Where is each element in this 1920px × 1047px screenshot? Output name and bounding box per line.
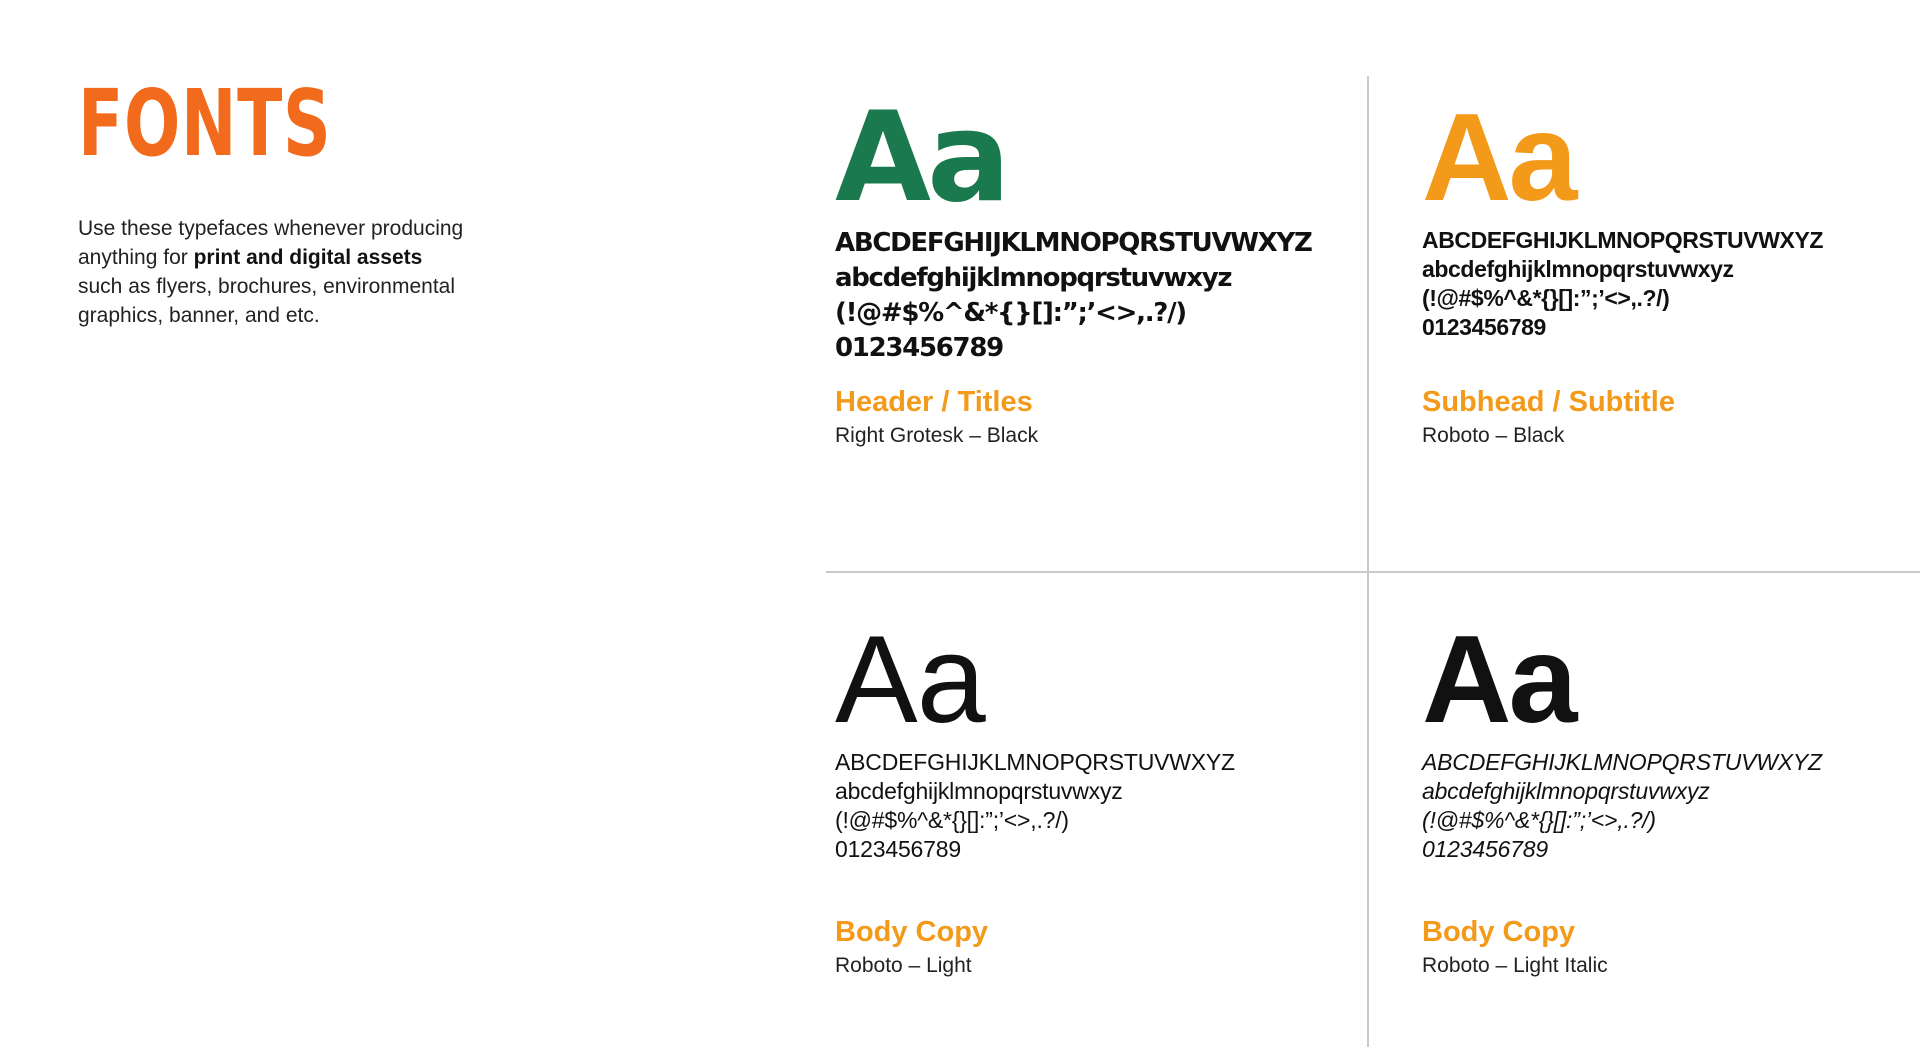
font-panel-body-light: Aa ABCDEFGHIJKLMNOPQRSTUVWXYZ abcdefghij… [835,611,1355,977]
specimen-symbols: (!@#$%^&*{}[]:”;’<>,.?/) [1422,807,1656,833]
intro-line-4: graphics, banner, and etc. [78,304,320,327]
character-specimen: ABCDEFGHIJKLMNOPQRSTUVWXYZ abcdefghijklm… [1422,748,1920,864]
font-panel-body-light-italic: Aa ABCDEFGHIJKLMNOPQRSTUVWXYZ abcdefghij… [1422,611,1920,977]
font-panel-subhead-subtitle: Aa ABCDEFGHIJKLMNOPQRSTUVWXYZ abcdefghij… [1422,89,1920,447]
horizontal-divider [826,571,1920,573]
character-specimen: ABCDEFGHIJKLMNOPQRSTUVWXYZ abcdefghijklm… [835,226,1355,366]
character-specimen: ABCDEFGHIJKLMNOPQRSTUVWXYZ abcdefghijklm… [835,748,1355,864]
specimen-digits: 0123456789 [1422,314,1546,340]
specimen-lowercase: abcdefghijklmnopqrstuvwxyz [835,263,1233,293]
font-role-label: Body Copy [1422,916,1576,948]
font-name-label: Roboto – Black [1422,424,1565,447]
font-sample-aa: Aa [1422,611,1578,749]
specimen-lowercase: abcdefghijklmnopqrstuvwxyz [1422,256,1734,282]
font-name-label: Roboto – Light Italic [1422,954,1608,977]
intro-line-2: anything for [78,246,194,269]
specimen-symbols: (!@#$%^&*{}[]:”;’<>,.?/) [835,807,1069,833]
font-name-label: Right Grotesk – Black [835,424,1039,447]
font-sample-aa: Aa [835,611,986,749]
character-specimen: ABCDEFGHIJKLMNOPQRSTUVWXYZ abcdefghijklm… [1422,226,1920,342]
page-title: FONTS [78,70,332,177]
intro-line-1: Use these typefaces whenever producing [78,217,464,240]
font-name-label: Roboto – Light [835,954,972,977]
font-role-label: Subhead / Subtitle [1422,386,1675,418]
font-panel-header-titles: Aa ABCDEFGHIJKLMNOPQRSTUVWXYZ abcdefghij… [835,86,1355,447]
specimen-lowercase: abcdefghijklmnopqrstuvwxyz [835,778,1123,804]
font-role-label: Header / Titles [835,386,1033,418]
font-sample-aa: Aa [1422,89,1578,227]
specimen-symbols: (!@#$%^&*{}[]:”;’<>,.?/) [835,298,1187,328]
font-sample-aa: Aa [835,86,1011,230]
specimen-lowercase: abcdefghijklmnopqrstuvwxyz [1422,778,1710,804]
specimen-uppercase: ABCDEFGHIJKLMNOPQRSTUVWXYZ [1422,749,1822,775]
intro-text: Use these typefaces whenever producing a… [78,214,498,330]
specimen-uppercase: ABCDEFGHIJKLMNOPQRSTUVWXYZ [1422,227,1824,253]
font-role-label: Body Copy [835,916,989,948]
intro-line-3: such as flyers, brochures, environmental [78,275,456,298]
specimen-symbols: (!@#$%^&*{}[]:”;’<>,.?/) [1422,285,1670,311]
vertical-divider [1367,76,1369,1047]
specimen-digits: 0123456789 [835,333,1004,363]
intro-emphasis: print and digital assets [193,246,423,269]
specimen-uppercase: ABCDEFGHIJKLMNOPQRSTUVWXYZ [835,228,1313,258]
specimen-uppercase: ABCDEFGHIJKLMNOPQRSTUVWXYZ [835,749,1235,775]
specimen-digits: 0123456789 [1422,836,1548,862]
specimen-digits: 0123456789 [835,836,961,862]
